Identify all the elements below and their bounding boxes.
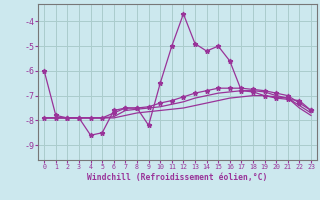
X-axis label: Windchill (Refroidissement éolien,°C): Windchill (Refroidissement éolien,°C) (87, 173, 268, 182)
